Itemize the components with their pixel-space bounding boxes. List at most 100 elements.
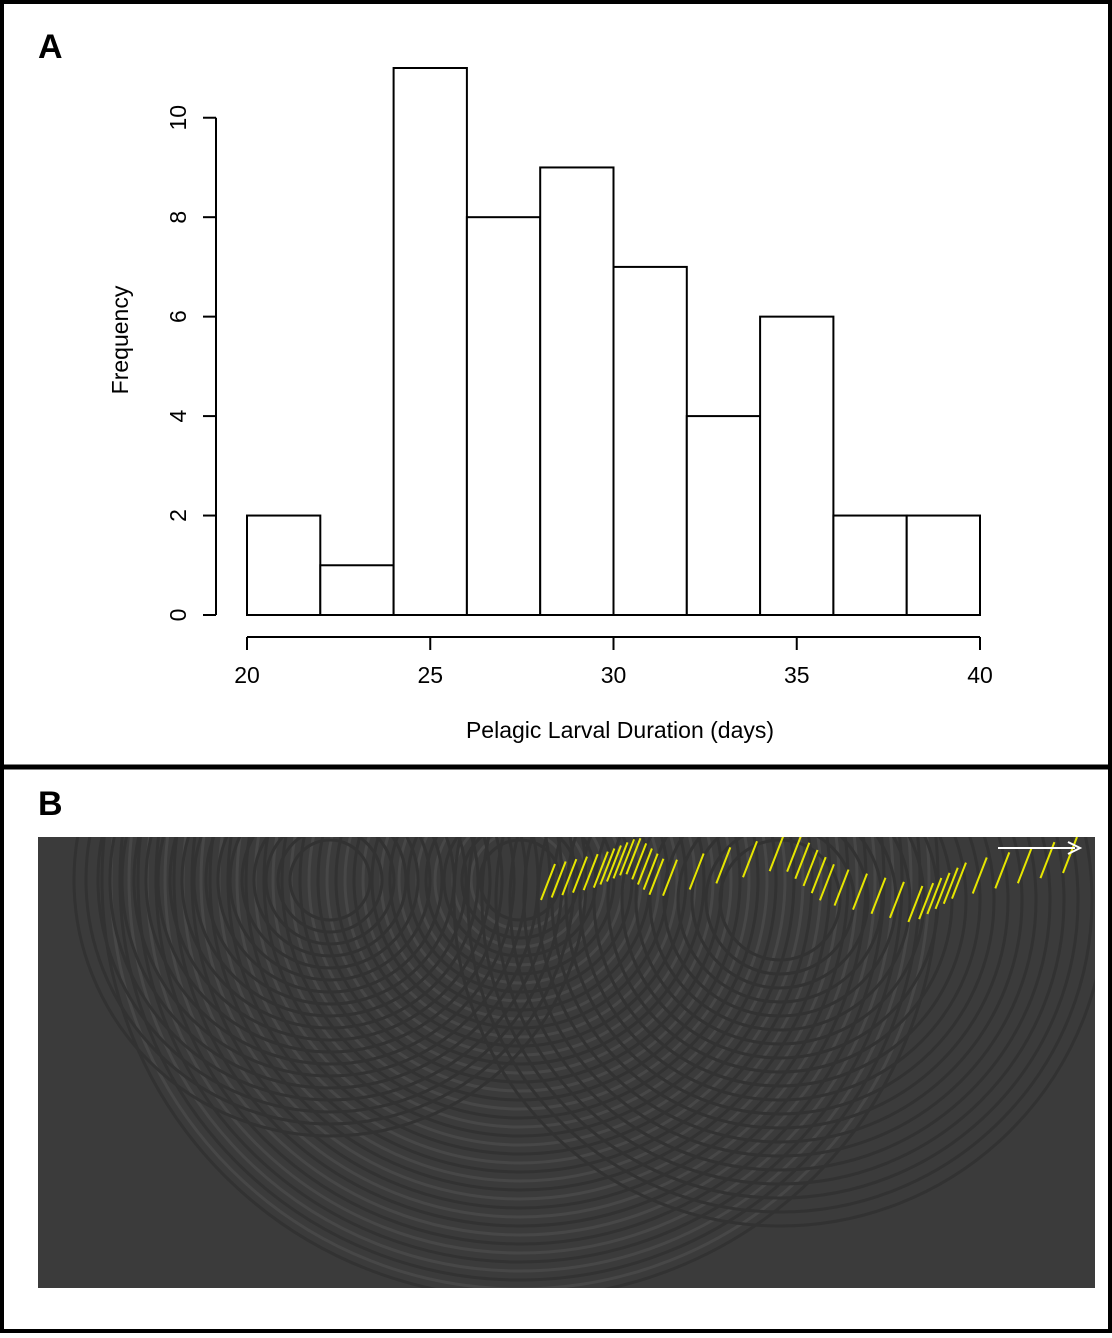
growth-ring	[288, 838, 372, 922]
increment-mark	[971, 857, 988, 894]
increment-mark	[619, 838, 636, 876]
bar	[319, 564, 395, 616]
growth-ring	[96, 837, 564, 1114]
increment-mark	[994, 852, 1011, 889]
growth-ring	[276, 837, 384, 934]
growth-ring	[216, 837, 444, 994]
growth-ring	[508, 837, 1052, 1172]
increment-mark	[592, 851, 609, 888]
increment-mark	[1062, 837, 1078, 874]
x-tick-label: 40	[967, 662, 993, 688]
increment-mark	[572, 856, 588, 893]
x-tick-label: 35	[784, 662, 810, 688]
growth-ring	[127, 837, 913, 1273]
y-axis-label: Frequency	[107, 285, 133, 394]
increment-mark	[625, 837, 642, 875]
growth-ring	[536, 837, 1024, 1144]
increment-mark	[688, 853, 705, 890]
growth-ring	[271, 837, 769, 1129]
bar	[832, 514, 908, 617]
growth-ring	[397, 837, 643, 1003]
increment-mark	[612, 842, 629, 879]
increment-mark	[648, 858, 665, 896]
growth-ring	[606, 837, 954, 1074]
growth-ring	[564, 837, 996, 1116]
increment-mark	[888, 881, 905, 919]
increment-mark	[662, 859, 678, 897]
growth-ring	[240, 837, 420, 970]
growth-ring	[676, 837, 884, 1004]
increment-mark	[642, 853, 659, 891]
growth-ring	[522, 837, 1038, 1158]
bar	[539, 166, 615, 616]
growth-ring	[72, 837, 588, 1138]
increment-mark	[833, 869, 850, 906]
bar	[612, 265, 688, 616]
panel-label: A	[38, 28, 63, 66]
growth-ring	[118, 837, 922, 1282]
x-tick-label: 30	[601, 662, 627, 688]
increment-mark	[802, 849, 819, 887]
increment-mark	[852, 873, 868, 911]
growth-ring	[298, 837, 742, 1102]
y-tick-label: 6	[165, 310, 191, 323]
growth-ring	[192, 837, 468, 1018]
increment-mark	[786, 837, 802, 872]
growth-ring	[480, 837, 1080, 1200]
bar	[759, 315, 835, 616]
growth-ring	[452, 837, 1095, 1228]
arrow-head	[1067, 841, 1083, 855]
y-tick-label: 4	[165, 409, 191, 422]
increment-mark	[768, 837, 784, 872]
y-tick-label: 10	[165, 105, 191, 131]
growth-ring	[361, 837, 679, 1039]
increment-mark	[942, 867, 959, 905]
increment-mark	[918, 882, 935, 920]
increment-mark	[810, 856, 827, 894]
increment-mark	[951, 862, 967, 900]
growth-ring	[208, 837, 832, 1192]
increment-mark	[550, 861, 567, 898]
increment-mark	[599, 848, 616, 885]
increment-mark	[540, 863, 556, 901]
increment-mark	[926, 877, 943, 915]
increment-mark	[907, 885, 924, 923]
growth-ring	[180, 837, 480, 1030]
increment-mark	[870, 877, 887, 915]
growth-ring	[370, 837, 670, 1030]
bar	[392, 67, 468, 616]
x-axis-label: Pelagic Larval Duration (days)	[466, 717, 774, 743]
y-tick-label: 2	[165, 509, 191, 522]
growth-ring	[136, 837, 904, 1264]
increment-mark	[636, 848, 653, 885]
growth-ring	[478, 838, 562, 922]
growth-ring	[718, 838, 842, 962]
growth-ring	[190, 837, 850, 1210]
x-tick-label: 20	[234, 662, 260, 688]
growth-ring	[108, 837, 552, 1102]
growth-ring	[244, 837, 796, 1156]
growth-ring	[199, 837, 841, 1201]
growth-ring	[592, 837, 968, 1088]
growth-ring	[466, 837, 1094, 1214]
increment-mark	[794, 842, 811, 880]
increment-mark	[606, 845, 622, 882]
growth-ring	[634, 837, 926, 1046]
bar	[905, 514, 982, 617]
growth-ring	[334, 837, 706, 1066]
growth-ring	[262, 837, 778, 1138]
growth-ring	[550, 837, 1010, 1130]
growth-ring	[168, 837, 492, 1042]
panel-label: B	[38, 785, 63, 823]
growth-ring	[578, 837, 982, 1102]
growth-ring	[144, 837, 516, 1066]
growth-ring	[264, 837, 396, 946]
growth-ring	[235, 837, 805, 1165]
bar	[465, 216, 542, 616]
increment-mark	[561, 858, 578, 896]
growth-ring	[388, 837, 652, 1012]
growth-ring	[226, 837, 814, 1174]
growth-ring	[704, 837, 856, 976]
y-tick-label: 8	[165, 211, 191, 224]
